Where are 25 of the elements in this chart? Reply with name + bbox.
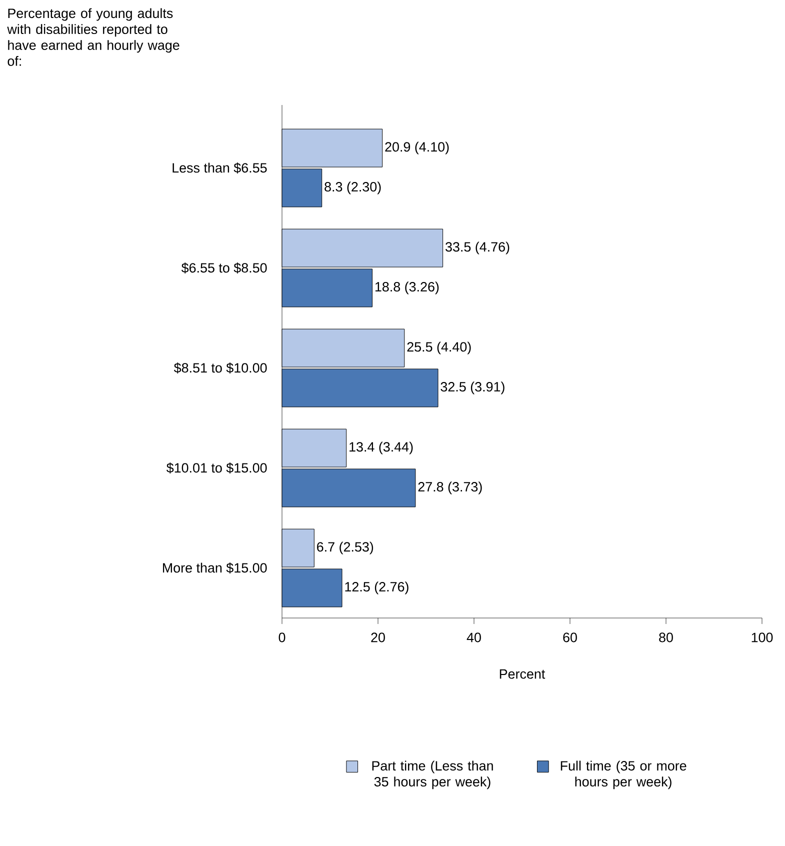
- data-label: 6.7 (2.53): [317, 542, 374, 554]
- data-label: 18.8 (3.26): [375, 282, 439, 294]
- data-label: 33.5 (4.76): [446, 242, 510, 254]
- data-label: 32.5 (3.91): [440, 382, 504, 394]
- y-tick-label: $8.51 to $10.00: [174, 362, 267, 374]
- y-tick-label: Less than $6.55: [172, 162, 267, 174]
- text: Percentage of young adults with disabilities reported to have earned an hourly wage of:: [7, 8, 180, 66]
- y-tick-label: $6.55 to $8.50: [181, 262, 267, 274]
- data-label: 12.5 (2.76): [345, 582, 408, 594]
- legend-label: Full time (35 or more hours per week): [560, 760, 686, 790]
- x-tick-label: 40: [466, 632, 481, 642]
- x-tick-label: 80: [659, 632, 673, 642]
- y-tick-label: $10.01 to $15.00: [166, 462, 267, 474]
- x-tick-label: 0: [278, 632, 286, 642]
- data-label: 25.5 (4.40): [407, 342, 471, 354]
- x-tick-label: 100: [752, 632, 773, 642]
- data-label: 13.4 (3.44): [350, 442, 413, 454]
- x-tick-label: 20: [371, 632, 385, 642]
- data-label: 27.8 (3.73): [418, 482, 482, 494]
- y-tick-label: More than $15.00: [162, 562, 267, 574]
- x-axis-title: Percent: [500, 669, 546, 679]
- x-tick-label: 60: [563, 632, 577, 642]
- data-label: 8.3 (2.30): [324, 182, 381, 194]
- legend-label: Part time (Less than 35 hours per week): [372, 760, 493, 790]
- data-label: 20.9 (4.10): [385, 142, 449, 154]
